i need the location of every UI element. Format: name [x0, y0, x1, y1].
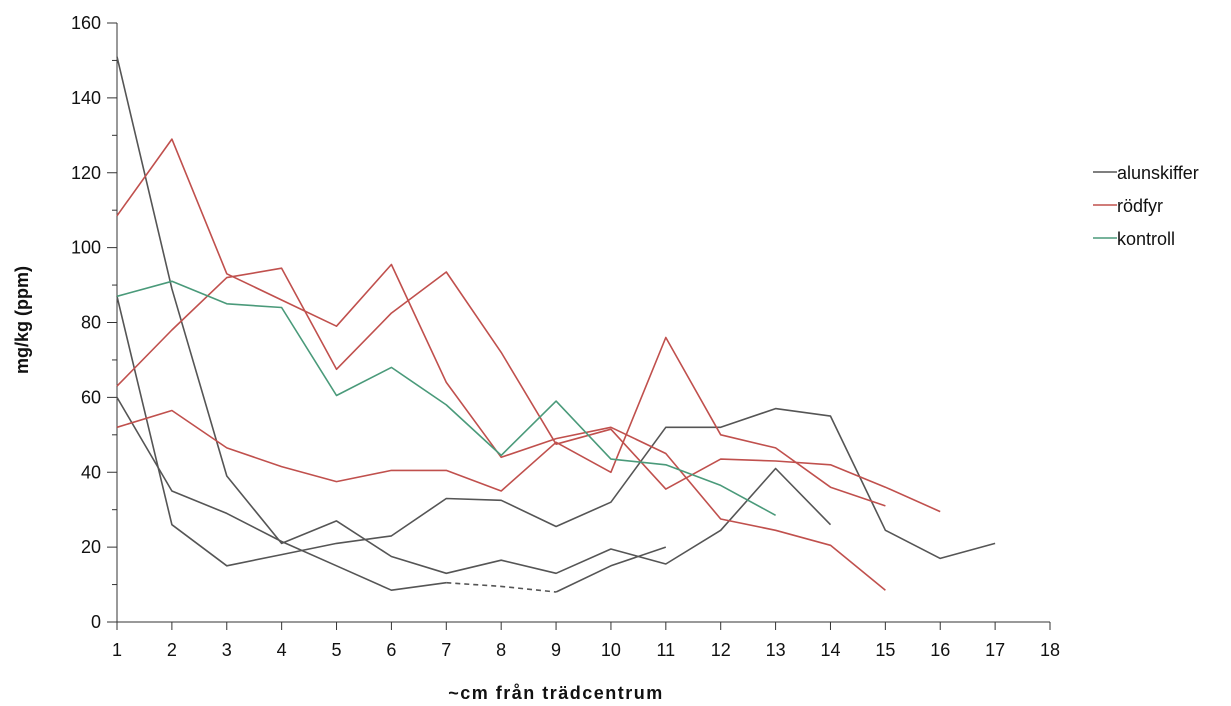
x-tick-label: 12	[711, 640, 731, 660]
y-tick-label: 0	[91, 612, 101, 632]
series-line-kontroll	[116, 280, 776, 517]
x-tick-label: 2	[167, 640, 177, 660]
x-tick-label: 6	[386, 640, 396, 660]
series-line-rödfyr	[116, 267, 941, 513]
x-tick-label: 5	[332, 640, 342, 660]
x-tick-label: 11	[656, 640, 675, 660]
y-axis-label: mg/kg (ppm)	[12, 266, 32, 374]
legend: alunskiffer rödfyr kontroll	[1093, 163, 1199, 249]
legend-label: kontroll	[1117, 229, 1175, 249]
x-tick-label: 16	[930, 640, 950, 660]
y-tick-label: 140	[71, 88, 101, 108]
x-tick-label: 9	[551, 640, 561, 660]
series-line-alunskiffer	[446, 581, 557, 593]
x-tick-label: 14	[820, 640, 840, 660]
series-line-alunskiffer	[555, 546, 667, 593]
series-line-alunskiffer	[116, 396, 447, 592]
series-line-rödfyr	[116, 336, 886, 507]
y-tick-label: 80	[81, 313, 101, 333]
y-tick-label: 20	[81, 537, 101, 557]
x-axis-label: ~cm från trädcentrum	[448, 683, 664, 703]
x-tick-label: 8	[496, 640, 506, 660]
series-line-alunskiffer	[116, 56, 832, 575]
x-tick-label: 15	[875, 640, 895, 660]
x-tick-label: 7	[441, 640, 451, 660]
series-line-alunskiffer	[116, 296, 996, 567]
y-tick-label: 120	[71, 163, 101, 183]
x-tick-label: 4	[277, 640, 287, 660]
series-line-rödfyr	[116, 138, 886, 591]
x-tick-label: 18	[1040, 640, 1060, 660]
x-tick-label: 3	[222, 640, 232, 660]
series-lines	[116, 56, 996, 593]
y-tick-label: 100	[71, 238, 101, 258]
y-tick-label: 160	[71, 13, 101, 33]
x-tick-label: 17	[985, 640, 1005, 660]
legend-label: alunskiffer	[1117, 163, 1199, 183]
y-tick-label: 40	[81, 462, 101, 482]
x-tick-label: 13	[766, 640, 786, 660]
legend-label: rödfyr	[1117, 196, 1163, 216]
x-tick-label: 1	[112, 640, 122, 660]
x-tick-label: 10	[601, 640, 621, 660]
y-tick-label: 60	[81, 387, 101, 407]
